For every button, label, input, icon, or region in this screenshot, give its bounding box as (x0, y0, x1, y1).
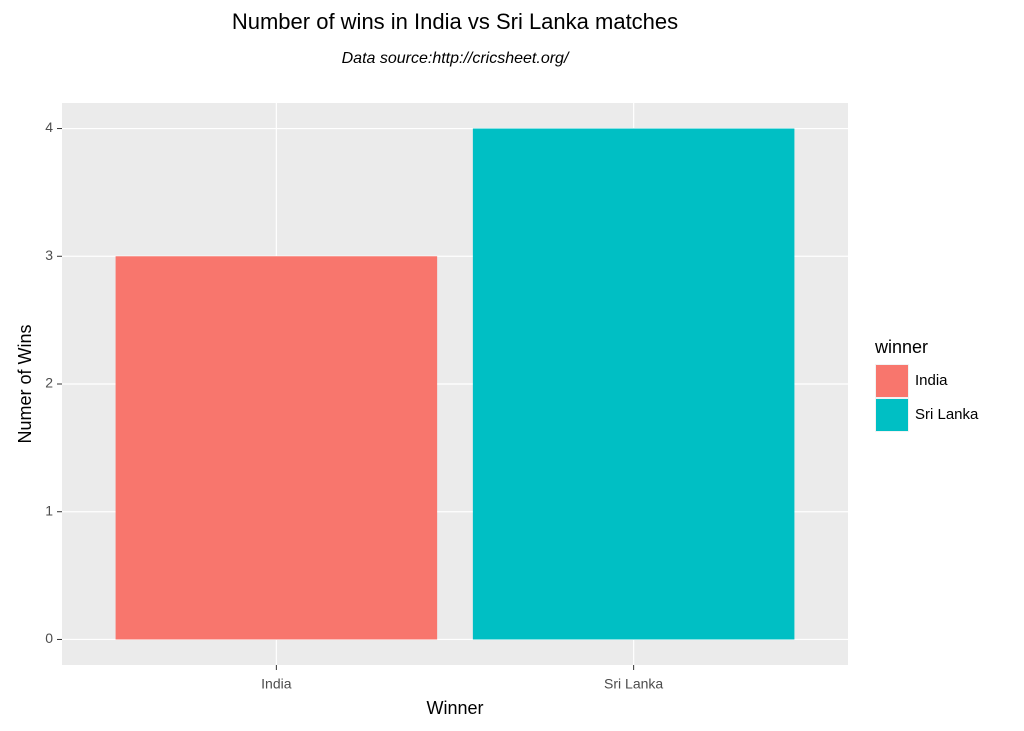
chart-title: Number of wins in India vs Sri Lanka mat… (232, 9, 678, 34)
legend-title: winner (874, 337, 928, 357)
x-axis-title: Winner (426, 698, 483, 718)
y-tick-label: 1 (45, 502, 53, 518)
chart-subtitle: Data source:http://cricsheet.org/ (342, 50, 570, 67)
y-tick-label: 0 (45, 630, 53, 646)
legend-label: Sri Lanka (915, 406, 979, 423)
y-axis-title: Numer of Wins (15, 324, 35, 443)
bar (472, 128, 795, 640)
legend-swatch (876, 365, 908, 397)
y-tick-label: 2 (45, 375, 53, 391)
x-tick-label: Sri Lanka (604, 676, 663, 692)
y-tick-label: 4 (45, 119, 53, 135)
legend-swatch (876, 399, 908, 431)
bar (115, 256, 438, 640)
x-tick-label: India (261, 676, 292, 692)
y-tick-label: 3 (45, 247, 53, 263)
legend-label: India (915, 372, 948, 389)
